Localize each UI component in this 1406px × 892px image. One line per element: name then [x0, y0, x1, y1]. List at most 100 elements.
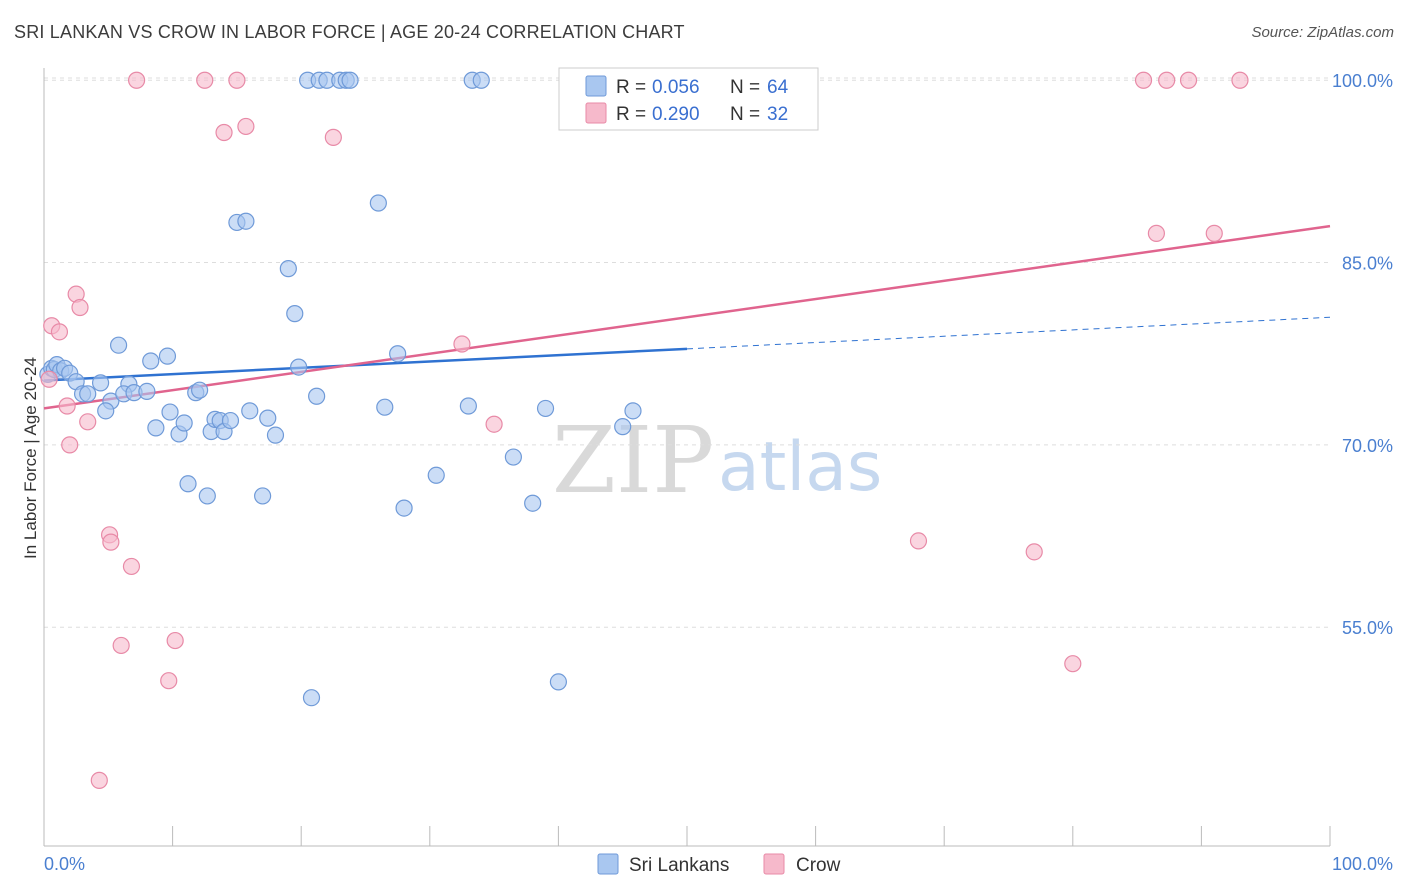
sri-lankan-point: [472, 71, 490, 89]
sri-lankan-point: [91, 374, 110, 392]
sri-lankan-point: [179, 475, 197, 493]
crow-point: [166, 631, 184, 650]
legend-n-value-2: 32: [767, 104, 788, 125]
crow-point: [909, 532, 928, 550]
sri-lankan-point: [279, 260, 297, 278]
sri-lankan-point: [175, 414, 193, 432]
sri-lankan-point: [376, 398, 394, 416]
correlation-legend: R = 0.056 N = 64 R = 0.290 N = 32: [558, 67, 819, 131]
y-axis-label: In Labor Force | Age 20-24: [21, 357, 40, 559]
sri-lankan-point: [389, 345, 407, 363]
crow-point: [160, 672, 178, 690]
y-tick-label: 55.0%: [1342, 618, 1393, 638]
sri-lankan-point: [524, 494, 542, 512]
sri-lankan-point: [536, 399, 555, 418]
crow-point: [50, 323, 69, 341]
sri-lankan-point: [241, 402, 259, 420]
crow-point: [102, 533, 120, 551]
sri-lankan-point: [266, 426, 285, 444]
crow-point: [61, 436, 79, 454]
sri-lankan-point: [259, 409, 277, 427]
sri-lankan-point: [395, 499, 413, 517]
gridlines: [44, 77, 1330, 628]
bottom-legend-crow: Crow: [796, 855, 841, 876]
sri-lankan-point: [504, 448, 522, 466]
sri-lankan-point: [254, 487, 272, 505]
crow-point: [1158, 71, 1176, 89]
crow-point: [90, 771, 108, 789]
sri-lankan-point: [158, 347, 177, 365]
legend-r-value-2: 0.290: [652, 104, 700, 125]
crow-point: [71, 298, 89, 317]
sri-lankan-point: [290, 358, 308, 376]
sri-lankan-trend-extension: [686, 316, 1331, 350]
crow-point: [453, 335, 471, 353]
sri-lankan-point: [427, 466, 445, 484]
sri-lankan-trend-line: [43, 347, 688, 382]
sri-lankan-point: [79, 385, 97, 403]
crow-point: [228, 71, 246, 89]
crow-point: [1205, 224, 1223, 242]
watermark-atlas: atlas: [718, 428, 882, 507]
sri-lankan-point: [624, 402, 642, 420]
sri-lankan-point: [138, 382, 156, 401]
x-tick-label: 100.0%: [1332, 854, 1393, 874]
y-tick-label: 100.0%: [1332, 71, 1393, 91]
crow-point: [1147, 224, 1165, 242]
legend-r-label-2: R =: [616, 104, 646, 125]
legend-n-value-1: 64: [767, 77, 789, 98]
sri-lankan-point: [302, 689, 321, 707]
source-credit: Source: ZipAtlas.com: [1251, 24, 1394, 41]
crow-point: [215, 123, 233, 142]
sri-lankan-point: [459, 397, 477, 415]
crow-point: [1064, 655, 1082, 673]
sri-lankan-point: [147, 419, 165, 437]
sri-lankan-point: [286, 305, 304, 323]
legend-r-value-1: 0.056: [652, 77, 700, 98]
sri-lankan-point: [198, 487, 216, 505]
sri-lankan-point: [369, 194, 387, 212]
legend-n-label-1: N =: [730, 77, 760, 98]
x-tick-label: 0.0%: [44, 854, 85, 874]
data-points: [39, 71, 1249, 789]
crow-point: [237, 117, 255, 136]
legend-n-label-2: N =: [730, 104, 760, 125]
sri-lankan-point: [221, 411, 240, 430]
crow-point: [324, 128, 342, 146]
bottom-legend-swatch-sri-lankans: [597, 853, 619, 875]
crow-point: [485, 415, 503, 433]
chart-title: SRI LANKAN VS CROW IN LABOR FORCE | AGE …: [14, 22, 685, 42]
sri-lankan-point: [237, 212, 255, 230]
crow-point: [196, 71, 214, 89]
crow-point: [40, 370, 58, 388]
legend-swatch-crow: [585, 102, 607, 124]
sri-lankan-point: [341, 71, 359, 89]
sri-lankan-point: [308, 387, 326, 405]
trend-lines: [43, 224, 1331, 410]
crow-point: [58, 397, 76, 415]
crow-point: [79, 413, 97, 431]
sri-lankan-point: [549, 673, 568, 691]
bottom-legend-sri-lankans: Sri Lankans: [629, 855, 729, 876]
y-tick-label: 70.0%: [1342, 436, 1393, 456]
sri-lankan-point: [614, 418, 632, 436]
bottom-legend-swatch-crow: [763, 853, 785, 875]
tick-labels: 55.0% 70.0% 85.0% 100.0% 0.0% 100.0%: [44, 71, 1393, 874]
legend-swatch-sri-lankans: [585, 75, 607, 97]
crow-point: [122, 557, 141, 576]
crow-point: [1025, 543, 1043, 561]
sri-lankan-point: [142, 352, 160, 370]
crow-trend-line: [43, 224, 1331, 410]
sri-lankan-point: [161, 403, 179, 421]
crow-point: [1179, 71, 1198, 89]
legend-r-label-1: R =: [616, 77, 646, 98]
sri-lankan-point: [97, 402, 115, 420]
sri-lankan-point: [109, 336, 128, 354]
crow-point: [127, 71, 146, 89]
crow-point: [112, 636, 130, 655]
crow-point: [1134, 71, 1153, 89]
y-tick-label: 85.0%: [1342, 254, 1393, 274]
axes: [43, 68, 1331, 847]
crow-point: [1231, 71, 1249, 89]
